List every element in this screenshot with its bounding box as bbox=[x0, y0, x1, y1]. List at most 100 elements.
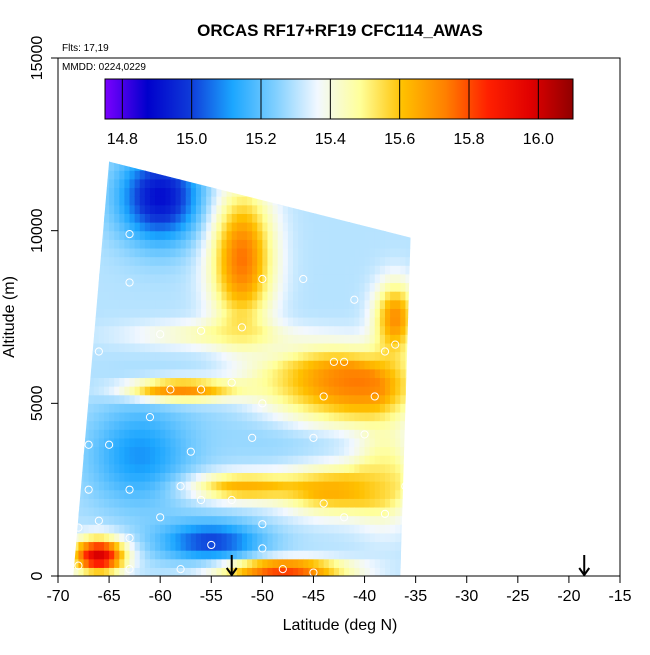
heatmap-cell bbox=[298, 351, 304, 361]
heatmap-cell bbox=[262, 178, 269, 189]
heatmap-cell bbox=[344, 550, 350, 560]
heatmap-cell bbox=[129, 420, 136, 430]
heatmap-cell bbox=[252, 273, 258, 284]
heatmap-cell bbox=[369, 230, 376, 240]
heatmap-cell bbox=[185, 437, 192, 448]
heatmap-cell bbox=[282, 273, 289, 284]
heatmap-cell bbox=[124, 403, 131, 413]
heatmap-cell bbox=[98, 351, 105, 361]
heatmap-cell bbox=[206, 161, 212, 171]
heatmap-cell bbox=[170, 187, 177, 197]
heatmap-cell bbox=[247, 481, 253, 491]
heatmap-cell bbox=[308, 204, 315, 214]
heatmap-cell bbox=[144, 334, 151, 344]
heatmap-cell bbox=[119, 429, 126, 439]
heatmap-cell bbox=[267, 256, 274, 266]
heatmap-cell bbox=[323, 472, 330, 482]
heatmap-cell bbox=[73, 273, 74, 284]
heatmap-cell bbox=[155, 506, 161, 517]
heatmap-cell bbox=[231, 161, 238, 171]
heatmap-cell bbox=[129, 222, 136, 232]
heatmap-cell bbox=[262, 213, 269, 223]
heatmap-cell bbox=[405, 386, 411, 396]
heatmap-cell bbox=[405, 446, 411, 456]
heatmap-cell bbox=[134, 437, 141, 448]
heatmap-cell bbox=[98, 222, 105, 232]
heatmap-cell bbox=[109, 161, 115, 171]
heatmap-cell bbox=[247, 437, 253, 448]
heatmap-cell bbox=[405, 360, 411, 370]
heatmap-cell bbox=[318, 222, 325, 232]
heatmap-cell bbox=[262, 334, 269, 344]
heatmap-cell bbox=[303, 170, 309, 180]
heatmap-cell bbox=[175, 394, 182, 404]
heatmap-cell bbox=[221, 213, 228, 223]
heatmap-cell bbox=[252, 481, 258, 491]
heatmap-cell bbox=[313, 213, 320, 223]
heatmap-cell bbox=[405, 411, 411, 422]
heatmap-cell bbox=[384, 420, 391, 430]
heatmap-cell bbox=[216, 291, 223, 301]
heatmap-cell bbox=[374, 541, 381, 551]
heatmap-cell bbox=[293, 222, 299, 232]
sample-point bbox=[340, 357, 349, 366]
heatmap-cell bbox=[349, 308, 355, 318]
heatmap-cell bbox=[293, 291, 299, 301]
heatmap-cell bbox=[78, 230, 85, 240]
heatmap-cell bbox=[369, 550, 376, 560]
heatmap-cell bbox=[364, 481, 371, 491]
heatmap-cell bbox=[313, 351, 320, 361]
heatmap-cell bbox=[155, 489, 161, 499]
heatmap-cell bbox=[236, 532, 243, 543]
heatmap-cell bbox=[359, 541, 366, 551]
sample-point bbox=[319, 499, 328, 508]
heatmap-cell bbox=[98, 394, 105, 404]
heatmap-cell bbox=[149, 411, 156, 422]
heatmap-cell bbox=[231, 437, 238, 448]
heatmap-cell bbox=[165, 178, 171, 189]
sample-point bbox=[74, 561, 83, 570]
heatmap-cell bbox=[180, 394, 187, 404]
heatmap-cell bbox=[298, 498, 304, 508]
heatmap-cell bbox=[257, 524, 263, 534]
heatmap-cell bbox=[247, 498, 253, 508]
heatmap-cell bbox=[103, 437, 110, 448]
heatmap-cell bbox=[165, 351, 171, 361]
heatmap-cell bbox=[390, 550, 396, 560]
heatmap-cell bbox=[139, 196, 146, 206]
heatmap-cell bbox=[144, 299, 151, 309]
heatmap-cell bbox=[395, 429, 401, 439]
heatmap-cell bbox=[359, 429, 366, 439]
heatmap-cell bbox=[257, 541, 263, 551]
heatmap-cell bbox=[129, 308, 136, 318]
heatmap-cell bbox=[344, 282, 350, 292]
heatmap-cell bbox=[298, 377, 304, 387]
heatmap-cell bbox=[190, 299, 197, 309]
heatmap-cell bbox=[144, 196, 151, 206]
heatmap-cell bbox=[124, 524, 131, 534]
heatmap-cell bbox=[303, 360, 309, 370]
heatmap-cell bbox=[313, 247, 320, 258]
heatmap-cell bbox=[175, 230, 182, 240]
heatmap-cell bbox=[236, 351, 243, 361]
heatmap-cell bbox=[359, 178, 366, 189]
heatmap-cell bbox=[78, 368, 85, 379]
heatmap-cell bbox=[318, 377, 325, 387]
heatmap-cell bbox=[277, 403, 284, 413]
heatmap-cell bbox=[241, 532, 248, 543]
heatmap-cell bbox=[190, 481, 197, 491]
heatmap-cell bbox=[221, 515, 228, 525]
heatmap-cell bbox=[124, 463, 131, 473]
heatmap-cell bbox=[339, 386, 345, 396]
heatmap-cell bbox=[308, 187, 315, 197]
heatmap-cell bbox=[211, 334, 217, 344]
heatmap-cell bbox=[185, 291, 192, 301]
heatmap-cell bbox=[318, 196, 325, 206]
heatmap-cell bbox=[124, 256, 131, 266]
heatmap-cell bbox=[333, 386, 340, 396]
heatmap-cell bbox=[359, 342, 366, 353]
heatmap-cell bbox=[374, 437, 381, 448]
heatmap-cell bbox=[400, 403, 407, 413]
heatmap-cell bbox=[390, 273, 396, 284]
heatmap-cell bbox=[175, 196, 182, 206]
